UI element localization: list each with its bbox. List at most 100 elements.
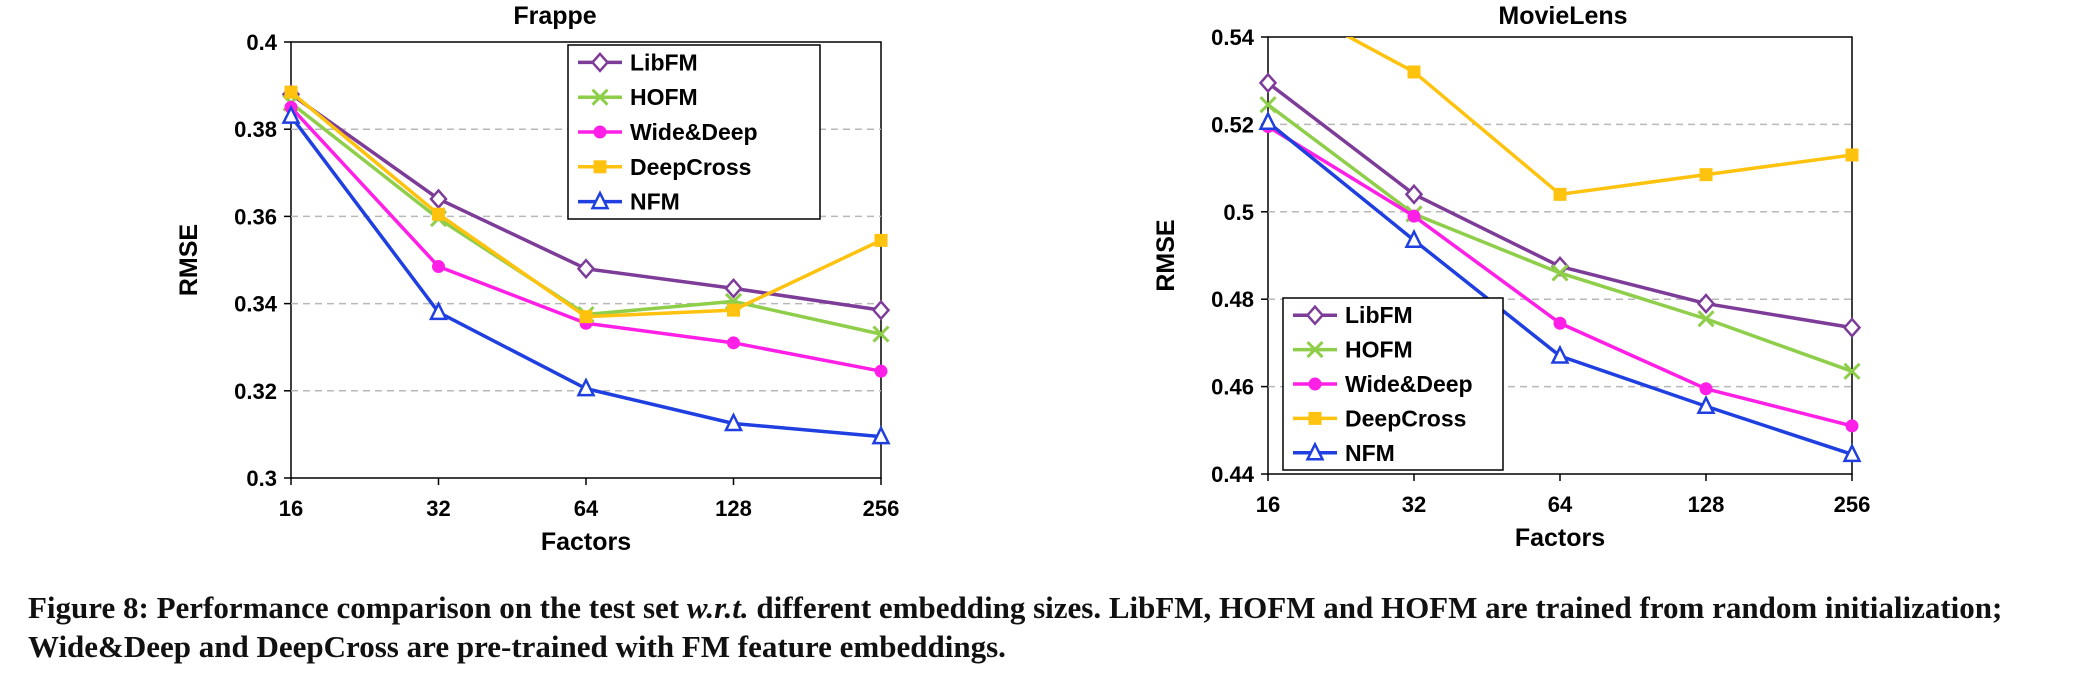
chart-movielens-series-libfm-point bbox=[1258, 72, 1278, 94]
chart-movielens-series-nfm-point bbox=[1550, 344, 1570, 364]
chart-movielens-series-wide-deep-point bbox=[1699, 382, 1713, 396]
chart-frappe-legend-item-hofm: HOFM bbox=[578, 84, 698, 110]
chart-frappe-series-deepcross bbox=[284, 85, 888, 324]
chart-frappe-series-nfm bbox=[281, 104, 891, 445]
chart-frappe-series-hofm-point-stroke-b bbox=[872, 325, 890, 343]
chart-movielens-series-hofm-point bbox=[1259, 96, 1277, 114]
chart-movielens-series-hofm-point bbox=[1843, 362, 1861, 380]
chart-frappe-series-libfm-point bbox=[576, 258, 596, 280]
chart-movielens-legend-item-hofm: HOFM bbox=[1293, 337, 1413, 363]
chart-frappe-legend-item-nfm: NFM bbox=[578, 189, 680, 215]
chart-frappe: 0.3 0.32 0.34 0.36 0.38 0.4 16 32 64 128 256 Frappe… bbox=[175, 2, 899, 556]
chart-frappe-legend-item-libfm: LibFM bbox=[578, 49, 698, 75]
chart-frappe-legend-item-deepcross-label: DeepCross bbox=[630, 154, 751, 180]
chart-frappe-legend-item-wide-deep: Wide&Deep bbox=[578, 119, 758, 145]
caption-suffix: different embedding sizes. LibFM, HOFM a… bbox=[28, 590, 2003, 664]
chart-movielens-y-axis-label: RMSE bbox=[1152, 219, 1180, 291]
chart-movielens-legend-item-wide-deep-label: Wide&Deep bbox=[1345, 371, 1473, 397]
chart-frappe-xtick-label: 32 bbox=[426, 496, 450, 521]
figure-canvas: 0.3 0.32 0.34 0.36 0.38 0.4 16 32 64 128 256 Frappe… bbox=[175, 2, 1871, 556]
chart-movielens-series-libfm-point bbox=[1404, 183, 1424, 205]
chart-movielens-xtick-label: 128 bbox=[1688, 492, 1725, 517]
chart-movielens-title: MovieLens bbox=[1498, 2, 1627, 30]
chart-movielens-series-deepcross-point bbox=[1699, 168, 1713, 182]
chart-movielens-ytick-label: 0.44 bbox=[1211, 462, 1255, 487]
chart-frappe-series-group bbox=[281, 83, 891, 445]
chart-movielens-legend-item-libfm-label: LibFM bbox=[1345, 302, 1413, 328]
chart-frappe-ytick-label: 0.4 bbox=[246, 30, 277, 55]
chart-movielens-series-deepcross-point bbox=[1845, 148, 1859, 162]
chart-frappe-series-deepcross-point bbox=[432, 207, 445, 221]
chart-movielens-series-nfm bbox=[1258, 110, 1862, 463]
chart-frappe-ytick-label: 0.3 bbox=[246, 466, 277, 491]
chart-movielens-legend: LibFM HOFM Wide&Deep DeepCross NFM bbox=[1282, 297, 1504, 471]
chart-movielens-legend-item-deepcross-swatch-marker bbox=[1308, 411, 1322, 425]
chart-frappe-series-libfm bbox=[281, 83, 891, 321]
chart-movielens-xtick-label: 256 bbox=[1834, 492, 1871, 517]
chart-frappe-series-nfm-point bbox=[428, 301, 449, 321]
chart-movielens-ytick-label: 0.54 bbox=[1211, 25, 1255, 50]
chart-frappe-series-nfm-point bbox=[576, 377, 596, 397]
chart-movielens-series-hofm-point-stroke-b bbox=[1551, 264, 1569, 282]
chart-frappe-legend-item-wide-deep-label: Wide&Deep bbox=[630, 119, 758, 145]
chart-movielens-ytick-label: 0.46 bbox=[1211, 375, 1254, 400]
chart-movielens-xtick-label: 16 bbox=[1256, 492, 1280, 517]
chart-frappe-legend-item-libfm-label: LibFM bbox=[630, 49, 698, 75]
chart-movielens-series-hofm-point-stroke-b bbox=[1843, 362, 1861, 380]
chart-movielens-series-nfm-point bbox=[1404, 228, 1424, 248]
chart-frappe-xtick-label: 128 bbox=[715, 496, 752, 521]
chart-movielens-legend-item-hofm-label: HOFM bbox=[1345, 337, 1413, 363]
chart-movielens-series-libfm-point bbox=[1842, 317, 1862, 338]
chart-frappe-legend-item-deepcross: DeepCross bbox=[578, 154, 751, 180]
chart-frappe-series-wide-deep-point bbox=[727, 336, 740, 350]
chart-movielens-series-hofm-point-stroke-b bbox=[1697, 310, 1715, 328]
chart-frappe-legend-box bbox=[567, 44, 821, 220]
chart-frappe-legend-item-hofm-label: HOFM bbox=[630, 84, 698, 110]
chart-frappe-legend-item-nfm-swatch-marker bbox=[590, 190, 610, 210]
chart-movielens-series-deepcross bbox=[1345, 37, 1859, 201]
chart-frappe-series-libfm-point bbox=[724, 277, 743, 299]
chart-movielens-series-wide-deep-point bbox=[1407, 209, 1421, 223]
chart-frappe-xtick-label: 64 bbox=[574, 496, 599, 521]
chart-frappe-ytick-label: 0.34 bbox=[234, 292, 278, 317]
chart-frappe-ytick-label: 0.38 bbox=[234, 117, 277, 142]
chart-movielens-legend-item-libfm: LibFM bbox=[1293, 302, 1413, 328]
chart-frappe-series-hofm-point bbox=[872, 325, 890, 343]
chart-movielens-legend-item-hofm-swatch-marker-stroke-b bbox=[1306, 341, 1324, 359]
chart-movielens-series-deepcross-point bbox=[1407, 65, 1421, 79]
caption-prefix: Figure 8: Performance comparison on the … bbox=[28, 590, 687, 625]
chart-movielens-legend-item-libfm-swatch-marker bbox=[1305, 304, 1325, 326]
chart-movielens-legend-item-deepcross-label: DeepCross bbox=[1345, 405, 1466, 431]
chart-movielens-series-group bbox=[1258, 37, 1862, 463]
chart-frappe-legend-item-libfm-swatch-marker bbox=[590, 52, 610, 73]
chart-frappe-legend-item-wide-deep-swatch-marker bbox=[593, 125, 607, 139]
chart-movielens-series-wide-deep-point bbox=[1845, 419, 1859, 433]
chart-movielens-legend-item-nfm-label: NFM bbox=[1345, 440, 1395, 466]
chart-movielens-series-hofm-point bbox=[1551, 264, 1569, 282]
chart-movielens-xtick-label: 64 bbox=[1548, 492, 1573, 517]
chart-frappe-series-nfm-point bbox=[723, 412, 744, 432]
chart-movielens-ytick-label: 0.48 bbox=[1211, 287, 1254, 312]
chart-movielens-series-wide-deep-point bbox=[1553, 316, 1567, 330]
chart-movielens-series-nfm-point bbox=[1696, 394, 1716, 415]
chart-frappe-legend-item-hofm-swatch-marker-stroke-b bbox=[591, 88, 609, 106]
chart-frappe-ytick-label: 0.36 bbox=[234, 204, 277, 229]
chart-frappe-legend-item-nfm-label: NFM bbox=[630, 189, 680, 215]
chart-frappe-xtick-label: 16 bbox=[279, 496, 303, 521]
chart-frappe-title: Frappe bbox=[513, 2, 596, 30]
chart-frappe-series-wide-deep bbox=[284, 100, 888, 378]
chart-frappe-series-deepcross-point bbox=[874, 233, 888, 247]
chart-movielens-legend-item-hofm-swatch-marker bbox=[1306, 341, 1324, 359]
chart-frappe-series-libfm-point bbox=[871, 299, 891, 321]
chart-movielens-legend-item-wide-deep-swatch-marker bbox=[1308, 377, 1322, 391]
chart-movielens-series-hofm-point-stroke-b bbox=[1259, 96, 1277, 114]
chart-frappe-series-nfm-point bbox=[281, 104, 301, 124]
chart-movielens: 0.44 0.46 0.48 0.5 0.52 0.54 16 32 64 128 256 Movie… bbox=[1152, 2, 1871, 552]
chart-movielens-series-nfm-point bbox=[1842, 443, 1862, 463]
figure-caption: Figure 8: Performance comparison on the … bbox=[28, 588, 2088, 666]
chart-frappe-legend-item-hofm-swatch-marker bbox=[591, 88, 609, 106]
chart-frappe-series-wide-deep-point bbox=[874, 364, 888, 378]
chart-frappe-x-axis-label: Factors bbox=[541, 528, 631, 556]
chart-movielens-legend-item-deepcross: DeepCross bbox=[1293, 405, 1466, 431]
chart-frappe-legend: LibFM HOFM Wide&Deep DeepCross NFM bbox=[567, 44, 821, 220]
